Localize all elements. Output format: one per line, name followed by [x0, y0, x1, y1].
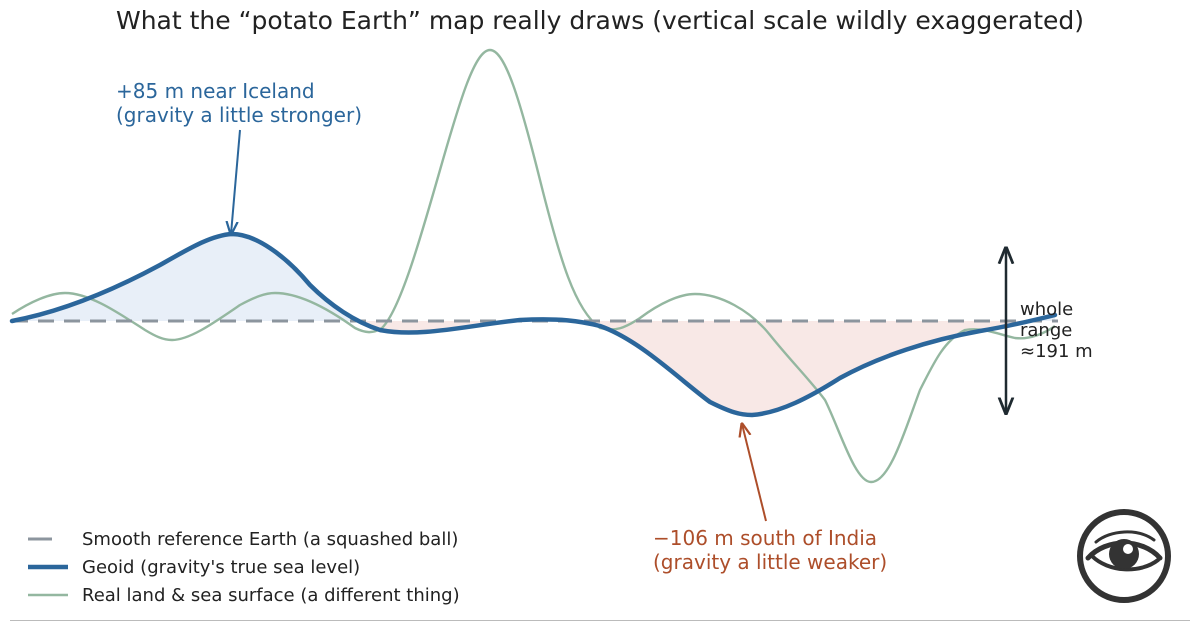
high-annotation-line1: +85 m near Iceland	[116, 79, 315, 103]
range-annotation-line3: ≈191 m	[1020, 341, 1093, 362]
geoid-line	[9, 231, 1058, 418]
low-annotation-line2: (gravity a little weaker)	[653, 550, 888, 574]
legend-label-reference: Smooth reference Earth (a squashed ball)	[82, 528, 459, 550]
legend-swatch-dashed	[28, 537, 52, 541]
legend-item-geoid: Geoid (gravity's true sea level)	[28, 553, 460, 581]
high-annotation: +85 m near Iceland (gravity a little str…	[116, 79, 362, 127]
legend-swatch-thin	[28, 593, 68, 597]
low-annotation-line1: −106 m south of India	[653, 526, 878, 550]
range-annotation: whole range ≈191 m	[1020, 299, 1093, 362]
geoid-below-fill	[12, 321, 1055, 415]
bottom-divider	[10, 620, 1190, 621]
legend-swatch-thick	[28, 564, 68, 570]
high-arrow	[231, 129, 241, 234]
geoid-above-fill	[12, 234, 1055, 321]
eye-icon	[1077, 509, 1171, 603]
low-annotation: −106 m south of India (gravity a little …	[653, 526, 887, 574]
range-annotation-line1: whole	[1020, 299, 1074, 320]
high-annotation-line2: (gravity a little stronger)	[116, 103, 363, 127]
legend: Smooth reference Earth (a squashed ball)…	[28, 525, 460, 609]
range-annotation-line2: range	[1020, 320, 1073, 341]
legend-item-surface: Real land & sea surface (a different thi…	[28, 581, 460, 609]
low-arrow	[742, 424, 767, 522]
legend-item-reference: Smooth reference Earth (a squashed ball)	[28, 525, 460, 553]
diagram-title: What the “potato Earth” map really draws…	[115, 6, 1085, 35]
legend-label-geoid: Geoid (gravity's true sea level)	[82, 556, 361, 578]
surface-line	[11, 48, 1056, 484]
legend-label-surface: Real land & sea surface (a different thi…	[82, 584, 460, 606]
